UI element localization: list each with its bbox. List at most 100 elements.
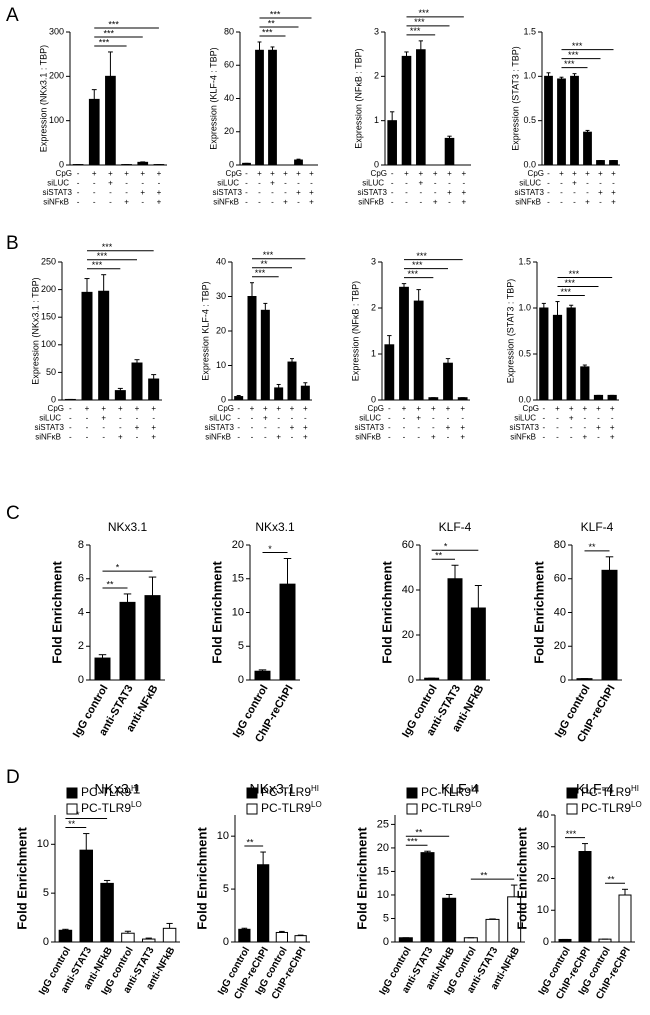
panel-letter: B — [6, 233, 19, 254]
condition-mark: + — [309, 198, 314, 207]
condition-mark: + — [610, 404, 615, 413]
condition-mark: + — [270, 179, 275, 188]
condition-mark: - — [277, 414, 280, 423]
bar — [81, 291, 93, 401]
condition-mark: - — [245, 188, 248, 197]
panel-letter: A — [6, 5, 19, 26]
y-tick-label: 0 — [221, 394, 226, 404]
condition-mark: + — [582, 433, 587, 442]
condition-mark: + — [276, 433, 281, 442]
bar — [444, 137, 455, 166]
bar — [131, 362, 143, 401]
condition-mark: + — [157, 198, 162, 207]
y-tick-label: 1.5 — [518, 256, 531, 266]
bar — [443, 362, 453, 401]
condition-mark: - — [93, 188, 96, 197]
condition-mark: - — [556, 414, 559, 423]
y-tick-label: 0 — [371, 394, 376, 404]
condition-mark: - — [447, 414, 450, 423]
condition-mark: + — [460, 404, 465, 413]
y-tick-label: 80 — [224, 26, 234, 36]
significance-label: *** — [102, 242, 113, 252]
bar — [596, 160, 605, 166]
legend-name: PC-TLR9 — [261, 785, 311, 799]
condition-mark: + — [118, 433, 123, 442]
chart-title: KLF-4 — [581, 520, 614, 534]
y-axis-label: Fold Enrichment — [354, 827, 369, 930]
bar — [79, 849, 93, 943]
y-tick-label: 60 — [224, 60, 234, 70]
legend-swatch — [66, 787, 78, 799]
significance-label: ** — [68, 819, 76, 829]
condition-mark: + — [572, 179, 577, 188]
condition-mark: + — [446, 423, 451, 432]
significance-label: ** — [106, 579, 114, 589]
legend-name: PC-TLR9 — [81, 801, 131, 815]
condition-mark: - — [403, 414, 406, 423]
bar — [98, 290, 110, 401]
condition-mark: + — [151, 433, 156, 442]
legend-label: PC-TLR9HI — [261, 784, 319, 800]
y-tick-label: 0 — [560, 674, 566, 686]
y-axis-label: Expression KLF-4 : TBP) — [200, 281, 210, 380]
y-tick-label: 150 — [41, 312, 56, 322]
y-tick-label: 3 — [371, 256, 376, 266]
condition-mark: - — [86, 414, 89, 423]
bar — [593, 394, 604, 401]
chart-title: KLF-4 — [439, 520, 472, 534]
condition-mark: - — [125, 188, 128, 197]
condition-mark: + — [124, 198, 129, 207]
condition-mark: - — [405, 198, 408, 207]
condition-mark: + — [151, 404, 156, 413]
condition-mark: - — [434, 188, 437, 197]
significance-label: *** — [408, 269, 419, 279]
bar — [578, 851, 592, 943]
condition-mark: + — [460, 423, 465, 432]
bar — [121, 932, 135, 943]
legend-name: PC-TLR9 — [421, 785, 471, 799]
bar — [254, 670, 271, 681]
condition-mark: + — [296, 169, 301, 178]
legend-sup: LO — [131, 800, 142, 809]
condition-mark: - — [612, 179, 615, 188]
significance-label: *** — [270, 9, 281, 19]
condition-mark: - — [237, 414, 240, 423]
bar — [447, 578, 463, 681]
condition-name: siSTAT3 — [515, 188, 545, 197]
bar — [114, 390, 126, 401]
y-tick-label: 10 — [216, 360, 226, 370]
condition-mark: + — [257, 169, 262, 178]
y-tick-label: 0 — [238, 674, 244, 686]
y-tick-label: 20 — [402, 629, 414, 641]
legend-name: PC-TLR9 — [261, 801, 311, 815]
condition-mark: - — [297, 179, 300, 188]
condition-mark: - — [461, 414, 464, 423]
y-tick-label: 1.0 — [523, 71, 536, 81]
condition-mark: + — [610, 423, 615, 432]
bar — [413, 300, 424, 401]
condition-mark: - — [573, 198, 576, 207]
y-tick-label: 3 — [374, 26, 379, 36]
significance-label: *** — [414, 17, 425, 27]
y-tick-label: 20 — [377, 842, 389, 854]
condition-mark: + — [124, 169, 129, 178]
condition-mark: - — [251, 433, 254, 442]
bar — [144, 595, 161, 681]
condition-mark: - — [462, 179, 465, 188]
significance-label: *** — [262, 27, 273, 37]
y-tick-label: 20 — [224, 126, 234, 136]
y-tick-label: 40 — [224, 93, 234, 103]
significance-label: *** — [572, 41, 583, 51]
bar — [539, 307, 549, 401]
significance-label: *** — [416, 251, 427, 261]
y-tick-label: 30 — [216, 291, 226, 301]
condition-mark: - — [141, 179, 144, 188]
y-axis-label: Expression (NKx3.1 : TBP) — [30, 277, 40, 384]
legend-sup: HI — [131, 784, 139, 793]
condition-mark: + — [151, 423, 156, 432]
bar — [142, 938, 156, 943]
legend-label: PC-TLR9HI — [421, 784, 479, 800]
condition-mark: - — [102, 423, 105, 432]
condition-name: siLUC — [217, 179, 239, 188]
condition-name: siSTAT3 — [43, 188, 73, 197]
